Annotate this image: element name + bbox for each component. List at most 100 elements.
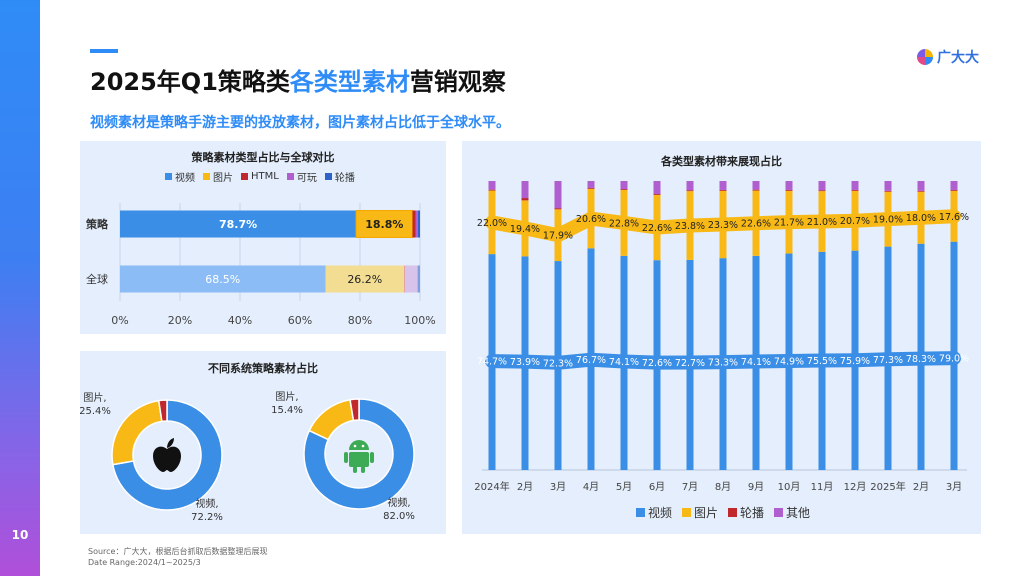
legend-label-other: 其他 (786, 506, 811, 520)
column-segment (686, 181, 694, 191)
x-tick-label: 100% (404, 314, 435, 327)
column-segment (917, 190, 925, 192)
data-label-video: 74.1% (609, 357, 639, 368)
x-tick-label: 2月 (913, 481, 929, 493)
bar-segment (325, 265, 405, 293)
x-tick-label: 3月 (550, 481, 566, 493)
data-label-image: 22.0% (477, 218, 507, 229)
type-share-chart: 0% 20% 40% 60% 80% 100% 策略 78.7% 18.8% 全球 68.5% 26.… (85, 203, 436, 327)
bar-segment (417, 210, 420, 238)
title-part-2: 营销观察 (409, 68, 506, 96)
left-accent-bar (0, 0, 40, 576)
bar-segment (120, 210, 357, 238)
legend-label-playable: 可玩 (296, 173, 317, 184)
legend-item-playable: 可玩 (286, 169, 317, 184)
column-segment (884, 181, 892, 191)
column-segment (851, 181, 859, 190)
data-label-image: 22.8% (609, 218, 639, 229)
data-label-video: 72.3% (543, 358, 573, 369)
legend-swatch-other (774, 508, 784, 517)
data-label: 68.5% (205, 273, 240, 286)
legend-item-image: 图片 (203, 169, 233, 184)
page-number: 10 (11, 528, 29, 542)
data-label-image: 23.8% (675, 221, 705, 232)
pie-slice (349, 398, 360, 422)
legend-item-video: 视频 (636, 504, 672, 521)
x-tick-label: 9月 (748, 481, 764, 493)
data-label-video: 77.3% (873, 355, 903, 366)
column-segment (587, 181, 595, 188)
x-tick-label: 8月 (715, 481, 731, 493)
column-segment (653, 181, 661, 195)
x-tick-label: 2024年 (474, 480, 509, 493)
x-tick-label: 7月 (682, 481, 698, 493)
android-eye (353, 444, 357, 448)
date-range-line: Date Range:2024/1~2025/3 (88, 558, 201, 567)
brand-logo-text: 广大大 (937, 50, 979, 66)
data-label-image: 19.4% (510, 224, 540, 235)
legend-label-video: 视频 (648, 506, 673, 520)
data-label-video: 74.1% (741, 357, 771, 368)
legend-item-video: 视频 (165, 169, 195, 184)
column-segment (818, 181, 826, 191)
pie-slice (303, 398, 415, 510)
column-segment (818, 190, 826, 192)
impression-legend: 视频 图片 轮播 其他 (636, 504, 810, 521)
pie-slice (157, 399, 168, 423)
legend-item-carousel: 轮播 (728, 504, 764, 521)
android-icon (344, 440, 374, 473)
data-label-video: 73.9% (510, 357, 540, 368)
column-segment (884, 190, 892, 192)
data-label-video: 78.3% (906, 354, 936, 365)
pie-label: 视频, 82.0% (383, 496, 415, 522)
title-accent-dash (90, 49, 118, 53)
pie-label: 图片, 25.4% (80, 391, 111, 417)
x-tick-label: 80% (348, 314, 372, 327)
data-label-video: 76.7% (576, 355, 606, 366)
impression-share-title: 各类型素材带来展现占比 (661, 155, 782, 168)
title-part-1: 2025年Q1策略类 (90, 68, 290, 96)
column-segment (719, 189, 727, 191)
column-segment (719, 181, 727, 190)
column-segment (917, 181, 925, 191)
data-label-video: 75.5% (807, 356, 837, 367)
category-label: 策略 (85, 217, 109, 231)
data-label-image: 17.6% (939, 212, 969, 223)
legend-label-image: 图片 (213, 173, 233, 184)
data-label: 78.7% (219, 218, 257, 231)
data-label-image: 21.0% (807, 217, 837, 228)
android-leg (361, 466, 365, 473)
os-share-panel: 不同系统策略素材占比 视频, 72.2% 图片, 25.4% 视频, 82.0% 图片, 15… (80, 351, 446, 534)
x-tick-label: 12月 (844, 481, 867, 493)
x-tick-label: 4月 (583, 481, 599, 493)
data-label-image: 17.9% (543, 231, 573, 242)
impression-share-panel: 各类型素材带来展现占比 2024年 2月 3月 4月 5月 6月 7月 8月 9月 10月 11月 1… (462, 141, 981, 534)
column-segment (686, 190, 694, 192)
data-label-image: 19.0% (873, 215, 903, 226)
column-segment (950, 189, 958, 191)
x-tick-label: 0% (111, 314, 128, 327)
data-label-image: 22.6% (642, 223, 672, 234)
legend-label-html: HTML (251, 171, 279, 182)
legend-label-carousel: 轮播 (740, 506, 765, 520)
pie-label: 图片, 15.4% (271, 390, 303, 416)
android-arm (370, 452, 374, 463)
data-label-video: 74.9% (774, 356, 804, 367)
android-leg (353, 466, 357, 473)
x-tick-label: 3月 (946, 481, 962, 493)
data-label: 26.2% (347, 273, 382, 286)
data-label-image: 18.0% (906, 213, 936, 224)
column-segment (950, 181, 958, 190)
pie-slice (308, 398, 355, 441)
column-segment (851, 189, 859, 191)
data-label-image: 23.3% (708, 220, 738, 231)
x-tick-label: 60% (288, 314, 312, 327)
android-head (349, 440, 369, 450)
legend-swatch-carousel (324, 173, 332, 180)
x-tick-label: 6月 (649, 481, 665, 493)
os-share-title: 不同系统策略素材占比 (208, 362, 318, 375)
type-share-title: 策略素材类型占比与全球对比 (191, 151, 335, 164)
type-share-legend: 视频 图片 HTML 可玩 轮播 (165, 169, 355, 184)
page-subtitle: 视频素材是策略手游主要的投放素材，图片素材占比低于全球水平。 (90, 115, 510, 131)
x-tick-label: 40% (228, 314, 252, 327)
